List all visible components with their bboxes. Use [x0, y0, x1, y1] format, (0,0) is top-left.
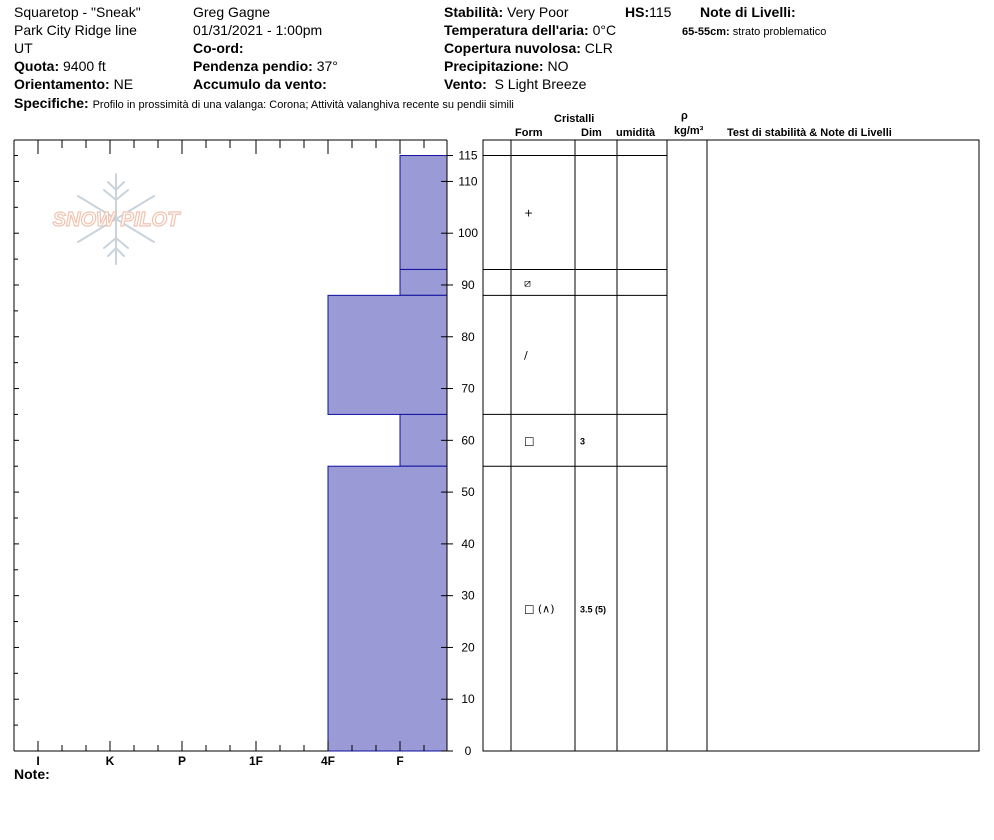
- layer-notes-label: Note di Livelli:: [700, 4, 796, 20]
- hs: HS:115: [625, 4, 671, 20]
- hardness-bar-4: [327, 465, 448, 752]
- layer-note-text: strato problematico: [732, 26, 827, 38]
- coord-label: Co-ord:: [193, 40, 244, 56]
- layer-size-4: 3.5 (5): [580, 605, 606, 615]
- tests-header: Test di stabilità & Note di Livelli: [727, 127, 892, 139]
- moisture-header: umidità: [616, 127, 656, 139]
- layer-note: 65-55cm: strato problematico: [682, 24, 826, 40]
- hardness-label-F: F: [396, 754, 403, 768]
- slope: Pendenza pendio: 37°: [193, 58, 338, 74]
- layer-note-range: 65-55cm:: [682, 26, 730, 38]
- observer: Greg Gagne: [193, 4, 271, 20]
- density-unit: kg/m³: [674, 125, 704, 137]
- size-header: Dim: [581, 127, 602, 139]
- layer-form-2: /: [524, 349, 528, 362]
- height-tick-label-60: 60: [461, 433, 475, 447]
- elevation: Quota: 9400 ft: [14, 58, 106, 74]
- form-header: Form: [515, 127, 543, 139]
- sky-label: Copertura nuvolosa:: [444, 40, 581, 56]
- layer-form-1: ⧄: [524, 276, 531, 289]
- elevation-label: Quota:: [14, 58, 60, 74]
- stability-label: Stabilità:: [444, 4, 504, 20]
- height-tick-label-80: 80: [461, 330, 475, 344]
- slope-value: 37°: [316, 58, 338, 74]
- snowflake-icon: [77, 173, 155, 265]
- stability: Stabilità: Very Poor: [444, 4, 569, 20]
- height-tick-label-20: 20: [461, 640, 475, 654]
- hardness-label-1F: 1F: [249, 754, 263, 768]
- height-tick-label-90: 90: [461, 278, 475, 292]
- hardness-bar-3: [399, 413, 448, 467]
- height-tick-label-0: 0: [465, 744, 472, 758]
- datetime: 01/31/2021 - 1:00pm: [193, 22, 323, 38]
- precip-value: NO: [547, 58, 569, 74]
- hardness-bar-1: [399, 268, 448, 296]
- hardness-label-P: P: [178, 754, 186, 768]
- notes-label: Note:: [14, 766, 50, 782]
- hardness-label-K: K: [106, 754, 115, 768]
- layer-table-frame: [482, 139, 980, 752]
- layer-size-3: 3: [580, 436, 585, 446]
- density-symbol: ρ: [681, 110, 688, 122]
- state: UT: [14, 40, 33, 56]
- precip-label: Precipitazione:: [444, 58, 544, 74]
- specifics-label: Specifiche:: [14, 95, 89, 111]
- air-temp-label: Temperatura dell'aria:: [444, 22, 589, 38]
- height-tick-label-110: 110: [458, 174, 477, 188]
- stability-value: Very Poor: [507, 4, 569, 20]
- height-tick-label-10: 10: [461, 692, 475, 706]
- location: Park City Ridge line: [14, 22, 137, 38]
- height-tick-label-100: 100: [458, 226, 478, 240]
- height-tick-label-40: 40: [461, 537, 475, 551]
- wind-label: Vento:: [444, 76, 487, 92]
- aspect-value: NE: [113, 76, 134, 92]
- logo-text: SNOW PILOT: [53, 209, 181, 231]
- layer-form-4: □ (∧): [524, 603, 555, 616]
- air-temp-value: 0°C: [592, 22, 617, 38]
- layer-form-0: +: [524, 206, 533, 219]
- precip: Precipitazione: NO: [444, 58, 568, 74]
- aspect-label: Orientamento:: [14, 76, 110, 92]
- specifics-text: Profilo in prossimità di una valanga: Co…: [92, 99, 514, 111]
- wind-value: S Light Breeze: [494, 76, 587, 92]
- air-temp: Temperatura dell'aria: 0°C: [444, 22, 616, 38]
- aspect: Orientamento: NE: [14, 76, 133, 92]
- hs-value: 115: [649, 4, 672, 20]
- elevation-value: 9400 ft: [63, 58, 106, 74]
- sky-value: CLR: [584, 40, 613, 56]
- hardness-label-I: I: [36, 754, 39, 768]
- hardness-bar-0: [399, 155, 448, 270]
- sky: Copertura nuvolosa: CLR: [444, 40, 613, 56]
- slope-label: Pendenza pendio:: [193, 58, 313, 74]
- snowpilot-logo: SNOW PILOT: [52, 173, 182, 265]
- height-tick-label-70: 70: [461, 382, 475, 396]
- hs-label: HS:: [625, 4, 650, 20]
- height-tick-label-50: 50: [461, 485, 475, 499]
- wind: Vento: S Light Breeze: [444, 76, 586, 92]
- specifics: Specifiche: Profilo in prossimità di una…: [14, 95, 514, 113]
- hardness-bar-2: [327, 294, 448, 415]
- hardness-label-4F: 4F: [321, 754, 335, 768]
- site-name: Squaretop - "Sneak": [14, 4, 141, 20]
- height-tick-label-30: 30: [461, 589, 475, 603]
- crystals-header: Cristalli: [554, 113, 595, 125]
- layer-form-3: □: [524, 434, 534, 447]
- height-top-label: 115: [458, 149, 477, 163]
- wind-loading-label: Accumulo da vento:: [193, 76, 327, 92]
